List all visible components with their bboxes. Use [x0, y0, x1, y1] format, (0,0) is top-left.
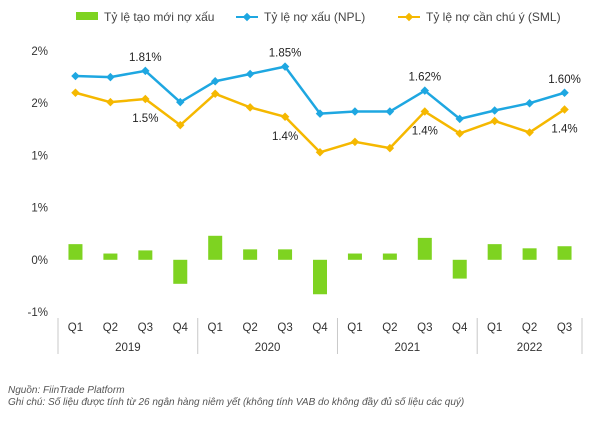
bar — [103, 253, 118, 260]
data-point — [315, 148, 325, 157]
data-point — [350, 107, 360, 116]
data-point — [490, 116, 499, 126]
y-tick-label: 2% — [31, 46, 48, 58]
data-point — [106, 97, 115, 107]
data-label: 1.85% — [269, 48, 302, 60]
bar — [68, 244, 83, 260]
legend-swatch-marker — [404, 12, 414, 22]
y-tick-label: 2% — [31, 98, 48, 110]
footnote: Ghi chú: Số liệu được tính từ 26 ngân hà… — [8, 397, 465, 408]
bar — [313, 259, 327, 295]
x-tick-label: Q2 — [522, 322, 537, 334]
x-tick-label: Q3 — [557, 322, 572, 334]
bar — [452, 259, 467, 279]
bar — [278, 249, 293, 260]
x-tick-label: Q3 — [277, 322, 292, 334]
legend-swatch-bar — [76, 12, 98, 20]
data-point — [420, 86, 430, 95]
x-tick-label: Q2 — [103, 322, 118, 334]
x-tick-label: Q1 — [347, 322, 362, 334]
data-point — [525, 98, 534, 108]
data-point — [210, 77, 220, 86]
data-point — [280, 112, 290, 122]
bar — [208, 235, 223, 260]
bar — [382, 253, 397, 260]
legend-label: Tỷ lệ tạo mới nợ xấu — [104, 10, 214, 24]
line-series — [71, 62, 569, 157]
data-point — [420, 107, 430, 116]
year-label: 2020 — [255, 342, 281, 354]
data-point — [245, 69, 255, 79]
year-label: 2022 — [517, 342, 543, 354]
data-point — [245, 103, 255, 112]
chart: Tỷ lệ tạo mới nợ xấu Tỷ lệ nợ xấu (NPL) Tỷ… — [28, 10, 583, 354]
data-point — [176, 120, 185, 130]
data-point — [455, 114, 464, 124]
data-label: 1.60% — [548, 74, 581, 86]
bar — [417, 237, 432, 260]
data-point — [141, 94, 150, 104]
data-point — [315, 109, 325, 118]
data-point — [350, 137, 360, 147]
data-label: 1.62% — [408, 72, 441, 84]
legend-label: Tỷ lệ nợ cần chú ý (SML) — [426, 10, 561, 24]
y-tick-label: 1% — [31, 203, 48, 215]
y-tick-label: 1% — [31, 150, 48, 162]
bar — [347, 253, 362, 260]
x-tick-label: Q4 — [173, 322, 189, 334]
data-point — [490, 106, 499, 115]
x-tick-label: Q3 — [417, 322, 432, 334]
x-tick-label: Q1 — [208, 322, 223, 334]
bar — [487, 244, 502, 260]
data-point — [210, 89, 220, 99]
data-point — [560, 88, 569, 98]
legend-label: Tỷ lệ nợ xấu (NPL) — [264, 10, 365, 24]
y-axis: 2% 2% 1% 1% 0% -1% — [28, 46, 48, 319]
data-point — [106, 72, 115, 82]
x-axis: Q1 Q2 Q3 Q4 Q1 Q2 Q3 Q4 Q1 Q2 Q3 Q4 Q1 Q2 Q3 2019 2020 20… — [57, 318, 583, 354]
legend-swatch-marker — [242, 12, 252, 22]
x-tick-label: Q1 — [68, 322, 83, 334]
bar — [522, 248, 537, 260]
data-label: 1.5% — [132, 113, 158, 125]
year-label: 2021 — [395, 342, 421, 354]
data-label: 1.4% — [272, 131, 298, 143]
data-point — [141, 66, 150, 76]
bar — [557, 246, 572, 260]
y-tick-label: -1% — [28, 307, 48, 319]
data-point — [385, 143, 395, 153]
data-label: 1.81% — [129, 52, 162, 64]
x-tick-label: Q4 — [312, 322, 328, 334]
data-labels: 1.81% 1.85% 1.62% 1.60% 1.5% 1.4% 1.4% 1.4% — [129, 48, 581, 143]
x-tick-label: Q1 — [487, 322, 502, 334]
bar — [173, 259, 188, 284]
data-point — [385, 107, 395, 116]
year-label: 2019 — [115, 342, 141, 354]
x-tick-label: Q3 — [138, 322, 153, 334]
data-point — [176, 97, 185, 107]
data-point — [71, 71, 80, 81]
source-note: Nguồn: FiinTrade Platform — [8, 385, 125, 396]
y-tick-label: 0% — [31, 255, 48, 267]
x-tick-label: Q2 — [382, 322, 397, 334]
bar-series — [68, 235, 572, 295]
x-tick-label: Q2 — [242, 322, 257, 334]
data-point — [455, 129, 464, 138]
bar — [138, 250, 153, 260]
x-tick-label: Q4 — [452, 322, 468, 334]
legend: Tỷ lệ tạo mới nợ xấu Tỷ lệ nợ xấu (NPL) Tỷ… — [76, 10, 561, 24]
data-point — [71, 88, 80, 98]
data-label: 1.4% — [551, 123, 577, 135]
bar — [243, 249, 258, 260]
data-label: 1.4% — [412, 126, 438, 138]
